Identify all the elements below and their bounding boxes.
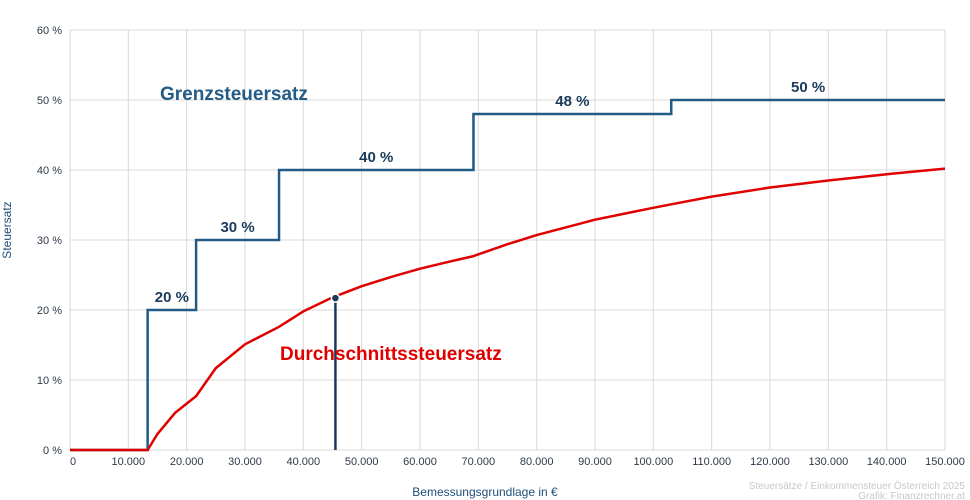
series-lines xyxy=(70,98,946,452)
y-tick-label: 50 % xyxy=(37,95,62,107)
y-tick-label: 10 % xyxy=(37,375,62,387)
series-title-grenzsteuersatz: Grenzsteuersatz xyxy=(160,84,308,105)
x-tick-label: 60.000 xyxy=(403,456,437,468)
marker-point xyxy=(330,293,341,303)
x-tick-label: 80.000 xyxy=(520,456,554,468)
bracket-rate-label: 50 % xyxy=(791,79,825,96)
y-tick-label: 30 % xyxy=(37,235,62,247)
x-tick-label: 140.000 xyxy=(867,456,907,468)
series-title-durchschnittssteuersatz: Durchschnittssteuersatz xyxy=(280,344,502,365)
x-tick-label: 90.000 xyxy=(578,456,612,468)
bracket-rate-label: 30 % xyxy=(220,219,254,236)
x-tick-label: 0 xyxy=(70,456,76,468)
x-tick-label: 120.000 xyxy=(750,456,790,468)
y-tick-label: 0 % xyxy=(43,445,62,457)
y-tick-label: 40 % xyxy=(37,165,62,177)
y-axis-ticks: 0 % 10 % 20 % 30 % 40 % 50 % 60 % xyxy=(37,25,62,457)
bracket-rate-label: 48 % xyxy=(555,93,589,110)
x-axis-title: Bemessungsgrundlage in € xyxy=(412,485,558,499)
y-tick-label: 20 % xyxy=(37,305,62,317)
x-tick-label: 70.000 xyxy=(462,456,496,468)
series-line-durchschnittssteuersatz xyxy=(70,167,946,452)
bracket-rate-label: 20 % xyxy=(155,289,189,306)
bracket-rate-label: 40 % xyxy=(359,149,393,166)
y-axis-title: Steuersatz xyxy=(0,201,14,258)
x-tick-label: 30.000 xyxy=(228,456,262,468)
x-tick-label: 20.000 xyxy=(170,456,204,468)
x-tick-label: 110.000 xyxy=(692,456,731,468)
x-axis-ticks: 0 10.000 20.000 30.000 40.000 50.000 60.000 70.… xyxy=(70,456,965,468)
x-tick-label: 10.000 xyxy=(112,456,146,468)
credit-line-2: Grafik: Finanzrechner.at xyxy=(858,491,965,500)
x-tick-label: 100.000 xyxy=(633,456,673,468)
y-tick-label: 60 % xyxy=(37,25,62,37)
series-labels: 20 % 30 % 40 % 48 % 50 % xyxy=(155,79,825,306)
x-tick-label: 150.000 xyxy=(925,456,965,468)
x-tick-label: 40.000 xyxy=(287,456,321,468)
credit-line-1: Steuersätze / Einkommensteuer Österreich… xyxy=(749,480,966,492)
series-line-grenzsteuersatz xyxy=(70,98,945,452)
x-tick-label: 130.000 xyxy=(808,456,848,468)
x-tick-label: 50.000 xyxy=(345,456,379,468)
